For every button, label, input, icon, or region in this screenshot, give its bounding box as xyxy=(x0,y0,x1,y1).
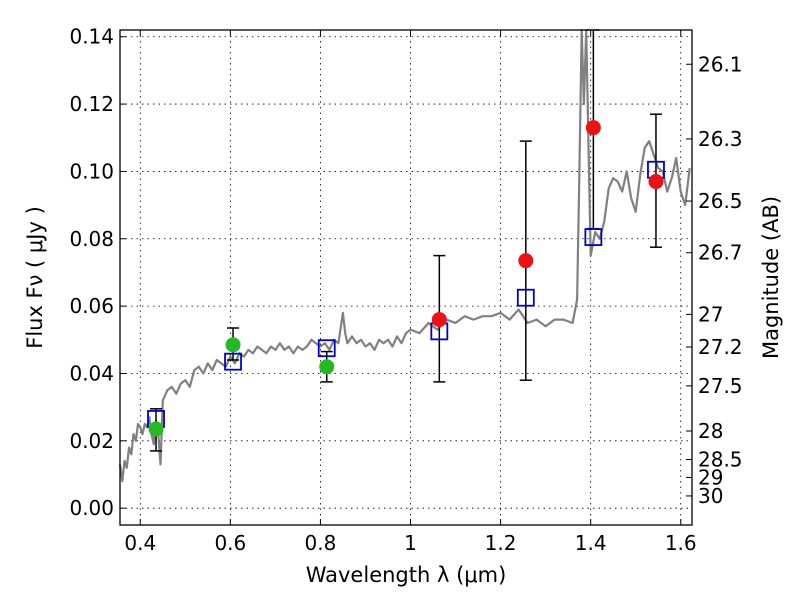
y2-tick-label: 26.5 xyxy=(698,189,743,213)
y-tick-label: 0.12 xyxy=(69,92,114,116)
y2-tick-label: 27.2 xyxy=(698,335,743,359)
y-tick-label: 0.10 xyxy=(69,159,114,183)
y2-tick-label: 26.1 xyxy=(698,52,743,76)
nir-point xyxy=(518,253,534,269)
x-tick-label: 0.6 xyxy=(214,531,246,555)
y2-tick-label: 27 xyxy=(698,302,723,326)
x-tick-label: 0.4 xyxy=(124,531,156,555)
model-photometry-square xyxy=(516,288,535,307)
x-tick-label: 1.4 xyxy=(575,531,607,555)
model-photometry-square xyxy=(584,228,603,246)
y-tick-label: 0.04 xyxy=(69,361,114,385)
y-tick-label: 0.08 xyxy=(69,227,114,251)
model-spectrum-layer xyxy=(118,28,691,483)
y2-tick-label: 28 xyxy=(698,419,723,443)
y2-tick-label: 27.5 xyxy=(698,374,743,398)
optical-point xyxy=(225,337,241,353)
x-tick-label: 1.6 xyxy=(665,531,697,555)
model-spectrum-line xyxy=(118,28,691,483)
marker-layer xyxy=(147,120,665,437)
y-tick-label: 0.06 xyxy=(69,294,114,318)
y2-axis-label: Magnitude (AB) xyxy=(759,196,783,359)
plot-frame xyxy=(119,29,693,526)
y2-tick-label: 26.7 xyxy=(698,241,743,265)
tick-layer: 0.4 0.6 0.8 1 1.2 1.4 1.6 0.00 0.02 0.04 0.06 0.08 0… xyxy=(69,25,742,555)
y-tick-label: 0.00 xyxy=(69,496,114,520)
x-tick-label: 1 xyxy=(404,531,417,555)
y-axis-label: Flux Fν ( μJy ) xyxy=(23,206,47,349)
x-tick-label: 1.2 xyxy=(485,531,517,555)
y2-tick-label: 26.3 xyxy=(698,127,743,151)
nir-point xyxy=(431,312,447,328)
model-photometry-square xyxy=(317,339,336,358)
optical-point xyxy=(148,421,164,437)
optical-point xyxy=(319,359,335,375)
nir-point xyxy=(585,120,601,136)
y-tick-label: 0.14 xyxy=(69,25,114,49)
y-tick-label: 0.02 xyxy=(69,429,114,453)
nir-point xyxy=(648,174,664,190)
grid-layer xyxy=(120,30,692,525)
x-tick-label: 0.8 xyxy=(305,531,337,555)
model-photometry-square xyxy=(224,352,242,371)
y2-tick-label: 28.5 xyxy=(698,447,743,471)
y2-tick-label: 30 xyxy=(698,484,723,508)
x-axis-label: Wavelength λ (μm) xyxy=(306,563,507,587)
y2-tick-label: 29 xyxy=(698,465,723,489)
